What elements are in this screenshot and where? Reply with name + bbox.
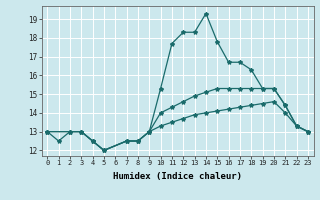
X-axis label: Humidex (Indice chaleur): Humidex (Indice chaleur) bbox=[113, 172, 242, 181]
